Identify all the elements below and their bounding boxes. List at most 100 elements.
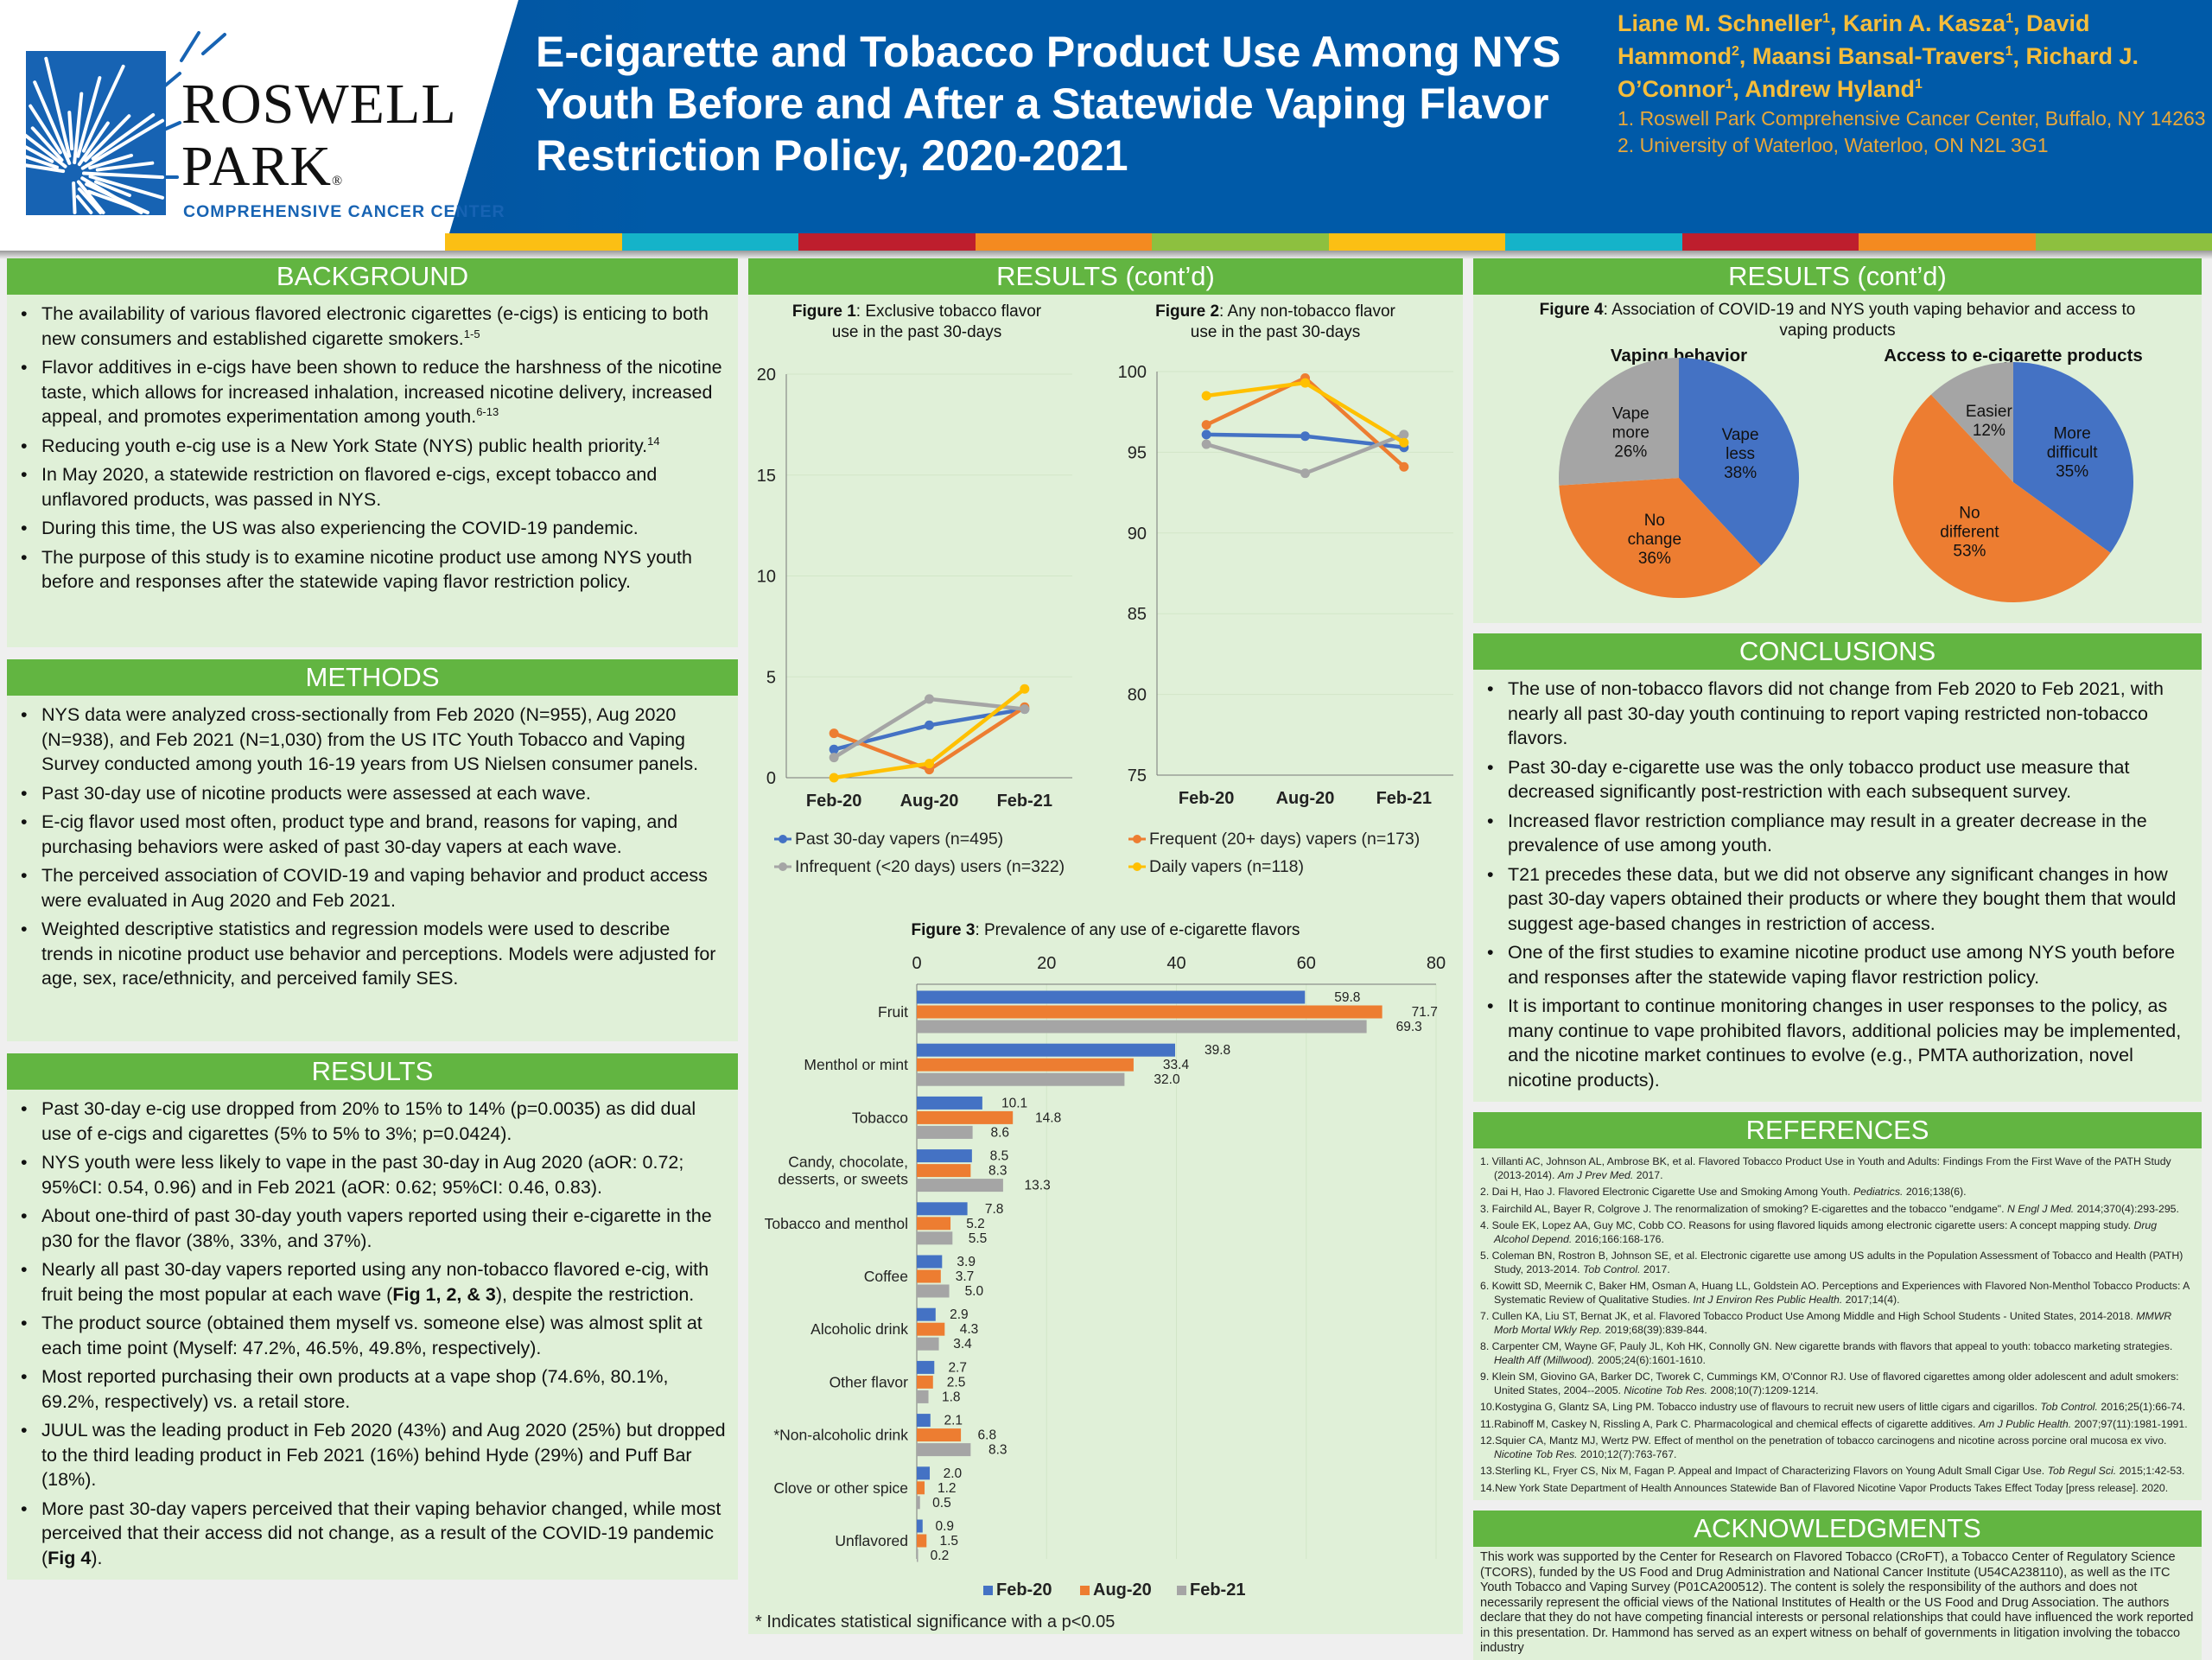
bar — [917, 1414, 931, 1427]
background-bullet: In May 2020, a statewide restriction on … — [19, 462, 726, 512]
bullet-text: Most reported purchasing their own produ… — [41, 1366, 668, 1412]
methods-bullets: NYS data were analyzed cross-sectionally… — [7, 696, 738, 1001]
results-section: Past 30-day e-cig use dropped from 20% t… — [7, 1090, 738, 1580]
acknowledgments-heading: ACKNOWLEDGMENTS — [1473, 1511, 2202, 1547]
conclusion-bullet: One of the first studies to examine nico… — [1485, 940, 2190, 989]
reference-details: 2015;1:42-53. — [2116, 1465, 2184, 1477]
data-point — [1202, 440, 1211, 449]
bar-value-label: 4.3 — [960, 1322, 979, 1337]
data-point — [1020, 704, 1029, 714]
reference-journal: Tob Regul Sci. — [2048, 1465, 2117, 1477]
bar-value-label: 13.3 — [1025, 1179, 1051, 1193]
bar-value-label: 1.5 — [939, 1534, 958, 1549]
bar-value-label: 6.8 — [978, 1428, 997, 1443]
conclusion-bullet: Increased flavor restriction compliance … — [1485, 809, 2190, 858]
bullet-text: The availability of various flavored ele… — [41, 303, 709, 349]
x-tick-label: Feb-21 — [1376, 789, 1432, 808]
bullet-text: In May 2020, a statewide restriction on … — [41, 464, 657, 510]
bar-value-label: 33.4 — [1163, 1058, 1190, 1072]
reference-item: 5. Coleman BN, Rostron B, Johnson SE, et… — [1480, 1250, 2190, 1276]
data-point — [1202, 391, 1211, 401]
x-tick-label: 40 — [1166, 954, 1185, 973]
reference-item: 9. Klein SM, Giovino GA, Barker DC, Twor… — [1480, 1371, 2190, 1397]
x-tick-label: 0 — [912, 954, 921, 973]
x-tick-label: 60 — [1297, 954, 1316, 973]
y-tick-label: 10 — [757, 568, 776, 587]
figure-reference: Fig 4 — [48, 1548, 91, 1568]
data-point — [925, 694, 934, 703]
reference-item: 12.Squier CA, Mantz MJ, Wertz PW. Effect… — [1480, 1434, 2190, 1461]
legend-swatch — [983, 1586, 993, 1595]
bar-value-label: 2.1 — [944, 1414, 963, 1428]
logo-park-word: PARK — [181, 135, 332, 198]
conclusions-heading: CONCLUSIONS — [1473, 633, 2202, 670]
bar-value-label: 0.2 — [931, 1549, 950, 1563]
reference-journal: Am J Prev Med. — [1558, 1169, 1633, 1181]
x-tick-label: Feb-20 — [806, 792, 861, 811]
bullet-text: About one-third of past 30-day youth vap… — [41, 1205, 712, 1251]
logo-subtitle: COMPREHENSIVE CANCER CENTER — [183, 202, 505, 221]
poster-header: ROSWELL PARK® COMPREHENSIVE CANCER CENTE… — [0, 0, 2212, 251]
bar — [917, 1149, 972, 1162]
bar — [917, 1256, 942, 1269]
reference-item: 7. Cullen KA, Liu ST, Bernat JK, et al. … — [1480, 1310, 2190, 1337]
reference-text: 2. Dai H, Hao J. Flavored Electronic Cig… — [1480, 1186, 1853, 1198]
author-affiliation-mark: 1 — [1822, 11, 1830, 26]
conclusion-bullet: The use of non-tobacco flavors did not c… — [1485, 677, 2190, 751]
bar — [917, 1549, 918, 1562]
data-point — [1020, 684, 1029, 694]
citation-superscript: 1-5 — [464, 327, 480, 340]
author-name: Karin A. Kasza — [1843, 10, 2005, 36]
reference-text: 11.Rabinoff M, Caskey N, Rissling A, Par… — [1480, 1418, 1979, 1430]
reference-details: 2016;138(6). — [1903, 1186, 1966, 1198]
category-label: desserts, or sweets — [778, 1171, 908, 1188]
data-point — [1399, 462, 1408, 472]
reference-details: 2008;10(7):1209-1214. — [1707, 1384, 1819, 1396]
legend-label: Infrequent (<20 days) users (n=322) — [795, 857, 1065, 876]
data-point — [830, 728, 839, 738]
x-tick-label: Aug-20 — [900, 792, 959, 811]
bar — [917, 1443, 970, 1456]
citation-superscript: 14 — [647, 434, 659, 447]
color-strip-segment — [1152, 233, 1329, 251]
legend-marker — [1133, 862, 1141, 871]
bar-value-label: 59.8 — [1334, 990, 1360, 1005]
conclusion-bullet: It is important to continue monitoring c… — [1485, 994, 2190, 1092]
color-strip-segment — [1682, 233, 1859, 251]
reference-item: 8. Carpenter CM, Wayne GF, Pauly JL, Koh… — [1480, 1340, 2190, 1367]
bar-value-label: 2.7 — [948, 1360, 967, 1375]
methods-bullet: Weighted descriptive statistics and regr… — [19, 917, 726, 991]
column-1: BACKGROUND The availability of various f… — [7, 258, 738, 1580]
acknowledgments-section: This work was supported by the Center fo… — [1473, 1547, 2202, 1660]
figure-1-2-legend: Past 30-day vapers (n=495)Frequent (20+ … — [774, 830, 1420, 876]
bar-value-label: 32.0 — [1154, 1072, 1180, 1087]
y-tick-label: 100 — [1118, 363, 1147, 382]
color-strip-segment — [622, 233, 799, 251]
bar-value-label: 5.2 — [966, 1217, 985, 1231]
reference-details: 2014;370(4):293-295. — [2074, 1203, 2179, 1215]
bar — [917, 1126, 973, 1139]
bar — [917, 1308, 936, 1321]
bar — [917, 1338, 939, 1351]
conclusions-bullets: The use of non-tobacco flavors did not c… — [1473, 670, 2202, 1102]
results-bullet: More past 30-day vapers perceived that t… — [19, 1497, 726, 1571]
bar-value-label: 8.6 — [990, 1125, 1009, 1140]
bar — [917, 1481, 925, 1494]
bar-value-label: 39.8 — [1205, 1043, 1230, 1058]
results-bullet: Most reported purchasing their own produ… — [19, 1364, 726, 1414]
results-heading: RESULTS — [7, 1053, 738, 1090]
reference-journal: Am J Public Health. — [1979, 1418, 2071, 1430]
conclusions-section: The use of non-tobacco flavors did not c… — [1473, 670, 2202, 1102]
data-point — [1300, 431, 1310, 441]
reference-item: 14.New York State Department of Health A… — [1480, 1482, 2190, 1496]
legend-label: Feb-20 — [996, 1580, 1052, 1600]
bar-value-label: 3.4 — [953, 1337, 972, 1352]
data-point — [1300, 468, 1310, 478]
bar — [917, 991, 1305, 1004]
bar — [917, 1202, 968, 1215]
logo-text-roswell: ROSWELL — [181, 76, 457, 133]
